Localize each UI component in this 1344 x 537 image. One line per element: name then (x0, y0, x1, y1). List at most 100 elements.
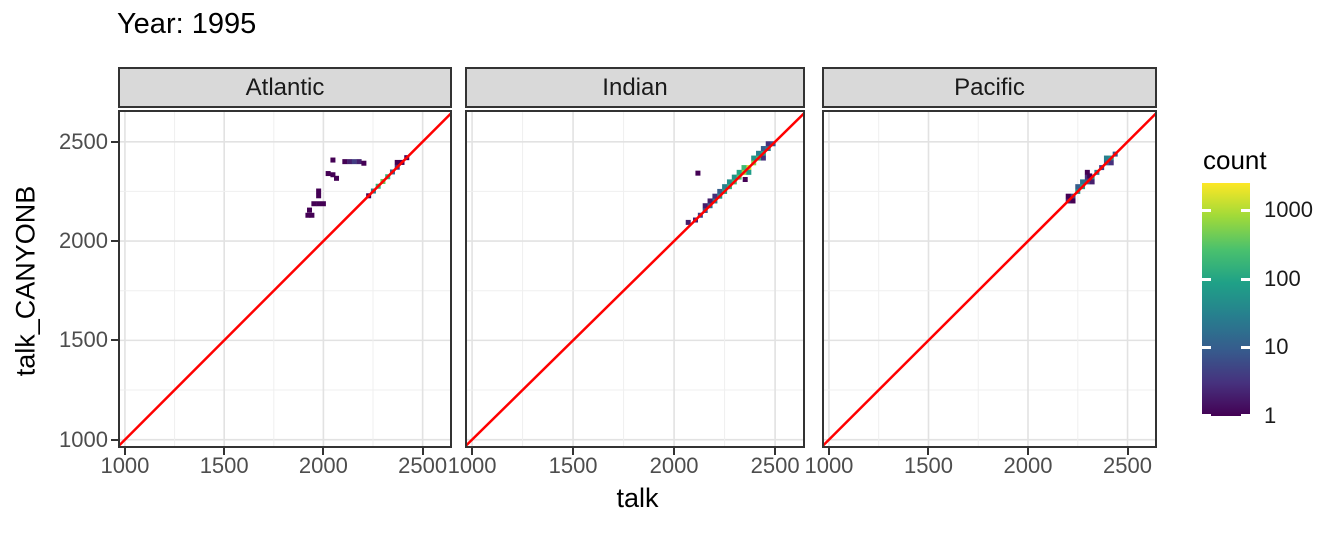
plot-title: Year: 1995 (117, 8, 257, 40)
legend-colorbar (1202, 183, 1250, 416)
legend-tick-mark (1241, 414, 1250, 416)
bin (320, 201, 326, 207)
bin (1103, 155, 1109, 161)
bin (1065, 193, 1071, 199)
facet-panel-pacific (822, 110, 1157, 448)
x-tick-mark (673, 448, 676, 455)
x-tick-mark (421, 448, 424, 455)
y-axis-title: talk_CANYONB (10, 185, 41, 377)
legend-tick-mark (1241, 346, 1250, 349)
bin (726, 179, 732, 185)
panel-border (465, 110, 805, 448)
facet-panel-indian (465, 110, 805, 448)
y-tick-label: 2000 (59, 228, 108, 254)
bin (1080, 179, 1086, 185)
bin (330, 157, 336, 163)
legend-tick-mark (1202, 346, 1211, 349)
bin (316, 193, 322, 199)
bin (1108, 160, 1114, 166)
bin (746, 169, 752, 175)
bin (1087, 173, 1093, 179)
bin (765, 141, 771, 147)
x-tick-label: 1000 (447, 453, 497, 478)
bin (1075, 184, 1081, 190)
gridlines (465, 110, 805, 448)
x-tick-label: 2500 (750, 453, 800, 478)
bin (741, 165, 747, 171)
facet-strip-label: Pacific (954, 73, 1025, 101)
x-tick-label: 2500 (398, 453, 448, 478)
bin (712, 193, 718, 199)
bin (351, 159, 357, 165)
bin (309, 212, 315, 218)
legend-tick-label: 1 (1264, 403, 1277, 428)
bin (342, 159, 348, 165)
identity-line (118, 110, 452, 448)
facet-strip-pacific: Pacific (822, 67, 1157, 108)
y-tick-mark (111, 438, 118, 441)
x-tick-label: 1000 (804, 453, 854, 478)
bin (361, 160, 367, 166)
y-tick-mark (111, 140, 118, 143)
x-tick-label: 2500 (1103, 453, 1152, 478)
panel-border (822, 110, 1157, 448)
bin (717, 188, 723, 194)
bin (702, 203, 708, 209)
bin (756, 150, 762, 156)
bin (307, 207, 313, 213)
legend-count: count 1000 100 10 1 (1200, 145, 1344, 445)
x-tick-label: 1500 (904, 453, 953, 478)
bin (760, 146, 766, 152)
panel-border (118, 110, 452, 448)
bin (305, 212, 311, 218)
bin (347, 159, 353, 165)
x-axis-title: talk (616, 483, 659, 513)
legend-tick-mark (1202, 414, 1211, 416)
legend-tick-mark (1241, 278, 1250, 281)
facet-strip-label: Atlantic (245, 73, 325, 101)
bin (316, 188, 322, 194)
y-tick-label: 2500 (59, 128, 108, 154)
x-tick-label: 1500 (199, 453, 249, 478)
x-tick-label: 2000 (649, 453, 699, 478)
x-tick-mark (123, 448, 126, 455)
bin (330, 172, 336, 178)
x-tick-mark (223, 448, 226, 455)
facet-strip-label: Indian (602, 73, 668, 101)
bin (316, 201, 322, 207)
x-tick-label: 1000 (100, 453, 150, 478)
y-tick-label: 1000 (59, 426, 108, 452)
y-tick-mark (111, 339, 118, 342)
bin (722, 184, 728, 190)
facet-strip-indian: Indian (465, 67, 805, 108)
bin (751, 155, 757, 161)
bin (333, 175, 339, 181)
bin (736, 169, 742, 175)
x-tick-mark (572, 448, 575, 455)
bin (760, 155, 766, 161)
x-tick-mark (827, 448, 830, 455)
x-tick-mark (471, 448, 474, 455)
bin (685, 219, 691, 225)
legend-tick-mark (1202, 278, 1211, 281)
bin (695, 170, 701, 176)
x-tick-mark (1027, 448, 1030, 455)
bin (325, 171, 331, 177)
y-tick-label: 1500 (59, 327, 108, 353)
bin (1070, 198, 1076, 204)
bin (707, 198, 713, 204)
x-tick-mark (774, 448, 777, 455)
facet-panel-atlantic (118, 110, 452, 448)
identity-line (822, 110, 1157, 448)
bin (742, 177, 748, 183)
legend-title: count (1203, 145, 1267, 175)
x-tick-label: 2000 (298, 453, 348, 478)
y-tick-mark (111, 240, 118, 243)
x-tick-label: 2000 (1003, 453, 1053, 478)
legend-tick-label: 10 (1264, 334, 1289, 360)
bin (394, 159, 400, 165)
legend-tick-mark (1202, 209, 1211, 212)
x-tick-label: 1500 (548, 453, 598, 478)
facet-strip-atlantic: Atlantic (118, 67, 452, 108)
